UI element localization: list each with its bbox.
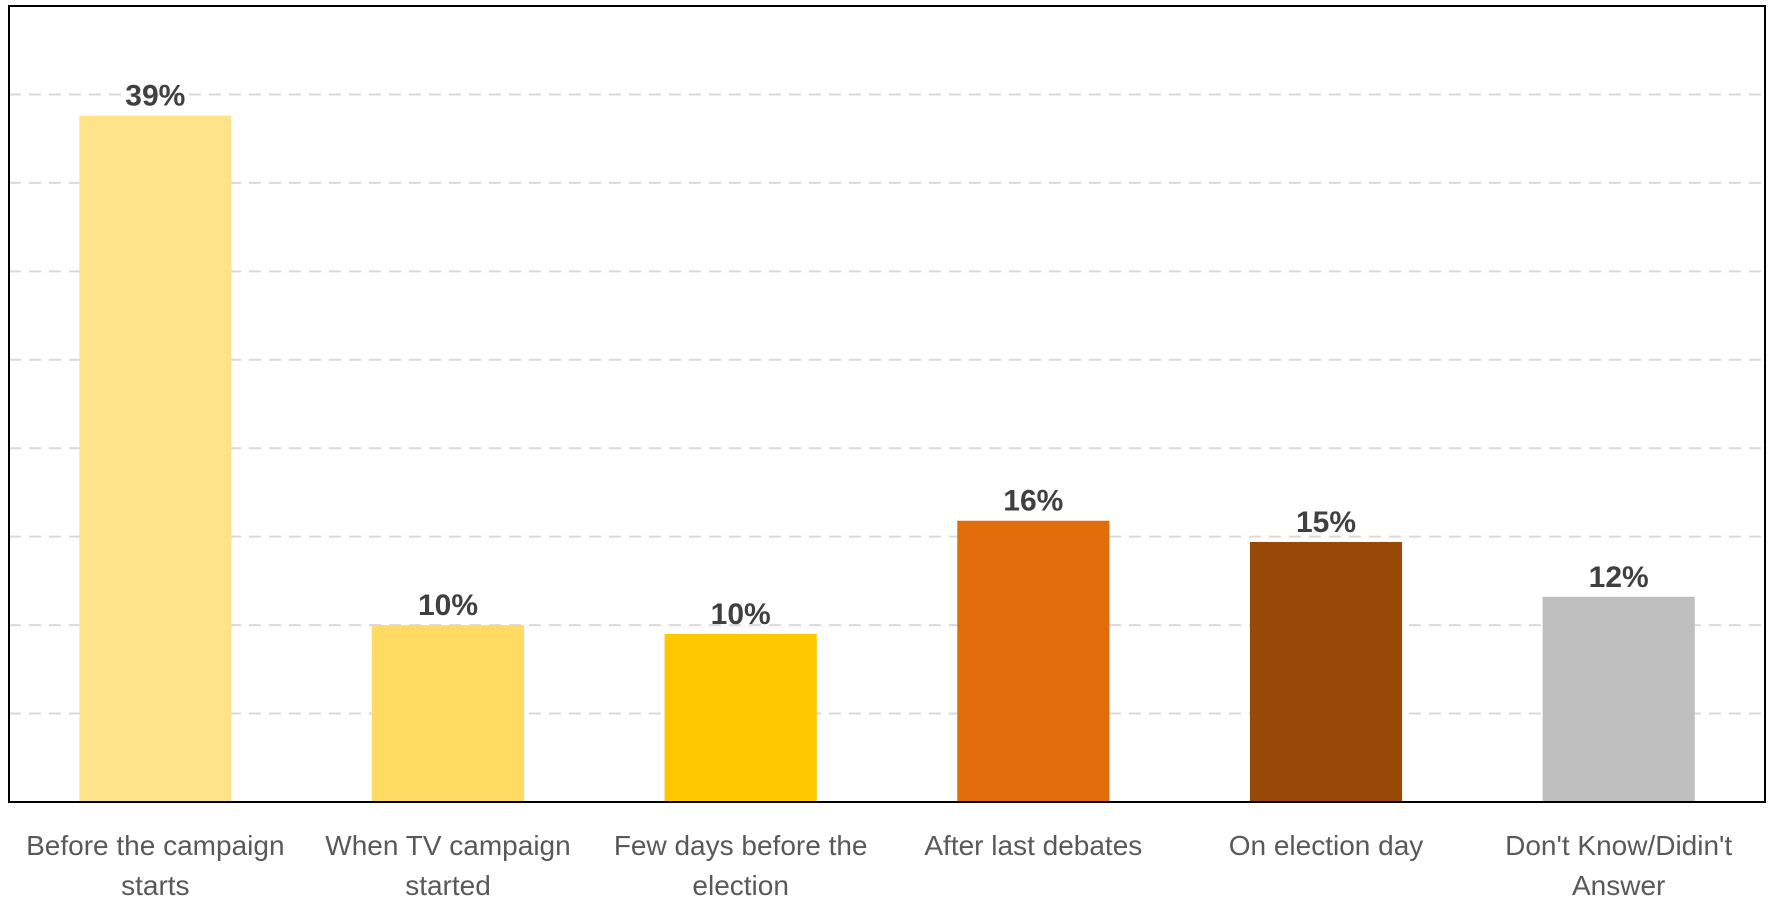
category-label: election bbox=[692, 870, 789, 899]
category-label: Few days before the bbox=[614, 830, 868, 861]
plot-frame bbox=[8, 5, 1766, 803]
data-label: 12% bbox=[1589, 561, 1649, 594]
category-label: Don't Know/Didin't bbox=[1505, 830, 1732, 861]
data-label: 39% bbox=[125, 80, 185, 113]
bar bbox=[957, 520, 1110, 802]
category-labels: Before the campaign starts When TV campaig… bbox=[26, 830, 1732, 901]
data-label: 16% bbox=[1003, 485, 1063, 518]
category-label: Answer bbox=[1572, 870, 1665, 899]
data-labels: 39% 10% 10% 16% 15% 12% bbox=[125, 80, 1648, 631]
category-label: On election day bbox=[1229, 830, 1424, 861]
data-label: 10% bbox=[418, 589, 478, 622]
category-label: Before the campaign bbox=[26, 830, 284, 861]
data-label: 10% bbox=[711, 598, 771, 631]
category-label: starts bbox=[121, 870, 189, 899]
bar bbox=[79, 115, 232, 802]
category-label: started bbox=[405, 870, 491, 899]
bar bbox=[664, 633, 817, 802]
bars bbox=[79, 115, 1695, 802]
data-label: 15% bbox=[1296, 506, 1356, 539]
bar bbox=[1542, 596, 1695, 802]
bar bbox=[371, 625, 525, 802]
bar bbox=[1249, 541, 1403, 802]
gridlines bbox=[9, 93, 1765, 715]
category-label: After last debates bbox=[924, 830, 1142, 861]
category-label: When TV campaign bbox=[325, 830, 570, 861]
